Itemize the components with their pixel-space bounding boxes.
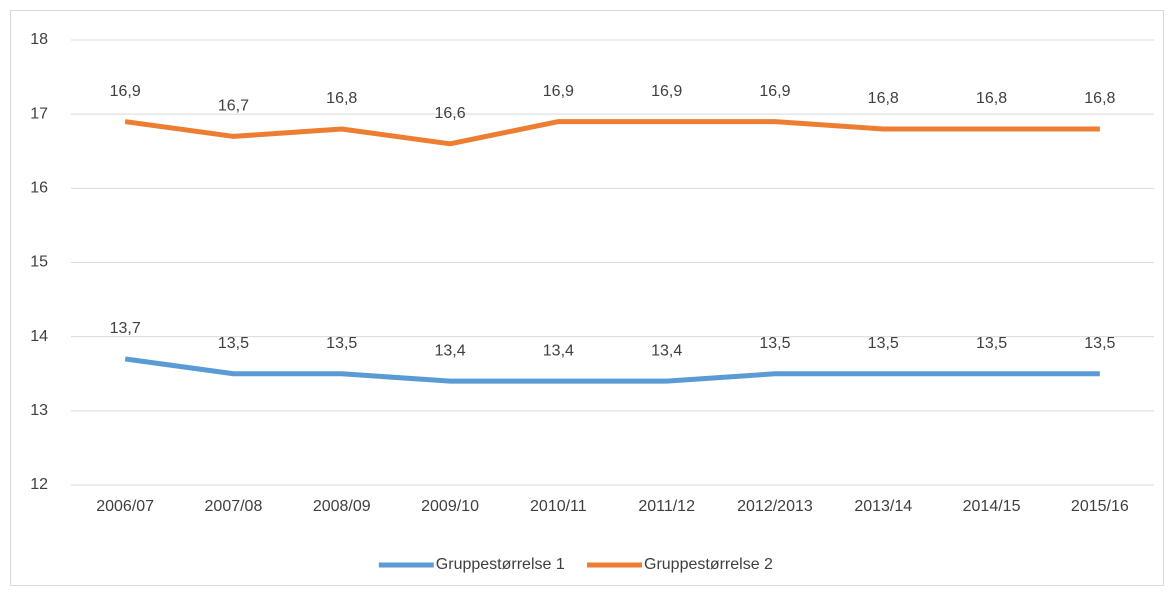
y-tick-label: 17 bbox=[30, 105, 48, 122]
data-label: 16,9 bbox=[651, 83, 682, 100]
x-tick-label: 2009/10 bbox=[421, 498, 479, 515]
data-label: 16,8 bbox=[326, 90, 357, 107]
x-tick-label: 2006/07 bbox=[96, 498, 154, 515]
data-label: 13,5 bbox=[326, 335, 357, 352]
y-tick-label: 18 bbox=[30, 31, 48, 48]
data-label: 16,8 bbox=[976, 90, 1007, 107]
y-tick-label: 13 bbox=[30, 402, 48, 419]
data-label: 16,9 bbox=[110, 83, 141, 100]
data-label: 13,5 bbox=[976, 335, 1007, 352]
x-tick-label: 2013/14 bbox=[854, 498, 912, 515]
chart-border bbox=[10, 10, 1164, 586]
data-label: 16,8 bbox=[1084, 90, 1115, 107]
data-label: 16,8 bbox=[868, 90, 899, 107]
data-label: 13,5 bbox=[868, 335, 899, 352]
legend-label: Gruppestørrelse 1 bbox=[436, 556, 565, 573]
x-tick-label: 2010/11 bbox=[530, 498, 587, 515]
x-tick-label: 2015/16 bbox=[1071, 498, 1129, 515]
data-label: 13,5 bbox=[1084, 335, 1115, 352]
x-tick-label: 2008/09 bbox=[313, 498, 371, 515]
x-tick-label: 2011/12 bbox=[638, 498, 695, 515]
line bbox=[124, 356, 1100, 384]
x-tick-label: 2012/2013 bbox=[737, 498, 813, 515]
data-label: 13,4 bbox=[543, 342, 574, 359]
data-label: 13,7 bbox=[110, 320, 141, 337]
y-tick-label: 12 bbox=[30, 476, 48, 493]
data-label: 13,5 bbox=[759, 335, 790, 352]
data-label: 13,4 bbox=[434, 342, 465, 359]
data-label: 16,7 bbox=[218, 98, 249, 115]
data-label: 16,6 bbox=[434, 105, 465, 122]
y-tick-label: 15 bbox=[30, 254, 48, 271]
x-tick-label: 2014/15 bbox=[963, 498, 1021, 515]
y-tick-label: 14 bbox=[30, 328, 48, 345]
data-label: 16,9 bbox=[759, 83, 790, 100]
data-label: 16,9 bbox=[543, 83, 574, 100]
data-label: 13,5 bbox=[218, 335, 249, 352]
x-tick-label: 2007/08 bbox=[205, 498, 263, 515]
legend-label: Gruppestørrelse 2 bbox=[644, 556, 773, 573]
y-tick-label: 16 bbox=[30, 180, 48, 197]
line bbox=[124, 119, 1100, 147]
data-label: 13,4 bbox=[651, 342, 682, 359]
